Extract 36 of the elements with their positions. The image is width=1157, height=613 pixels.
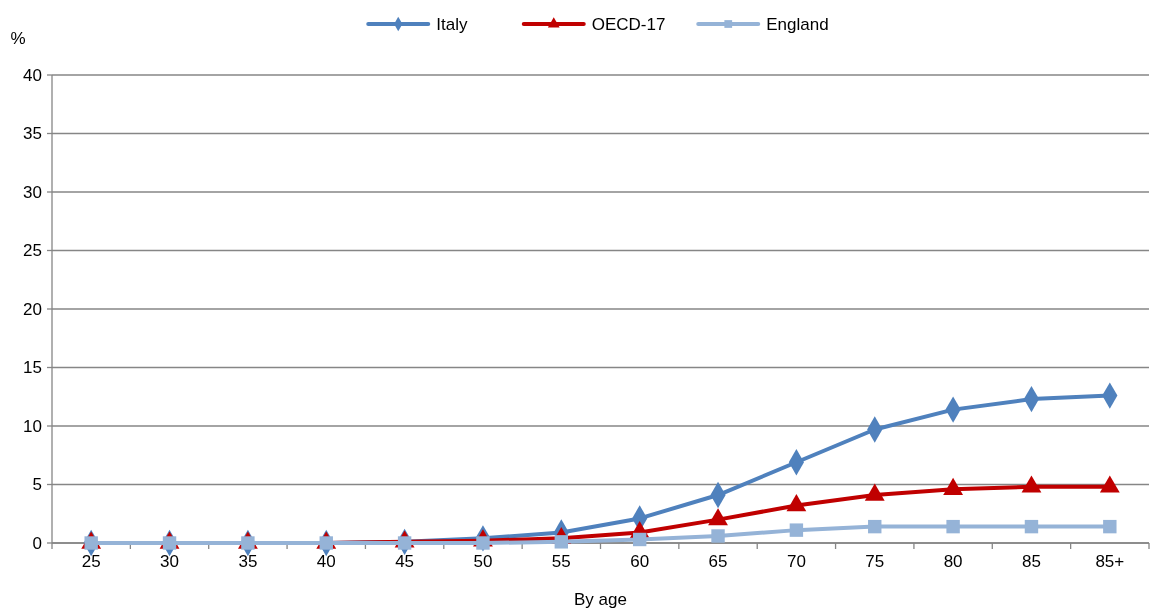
x-tick-label: 85+: [1095, 552, 1125, 571]
point: [554, 535, 569, 549]
x-tick-label: 45: [395, 552, 415, 571]
y-tick-label: 0: [32, 533, 42, 553]
y-tick-label: 10: [23, 416, 42, 436]
x-tick-label: 50: [473, 552, 493, 571]
x-tick-label: 85: [1022, 552, 1041, 571]
point: [1024, 519, 1039, 534]
legend-label: OECD-17: [591, 14, 666, 34]
x-tick-label: 75: [865, 552, 885, 571]
y-tick-label: 5: [32, 475, 42, 495]
point: [868, 519, 882, 534]
y-tick-label: 25: [23, 241, 42, 261]
x-tick-label: 65: [708, 552, 728, 571]
x-tick-label: 70: [786, 552, 806, 571]
y-tick-label: 40: [23, 65, 42, 85]
y-tick-label: 35: [23, 124, 42, 144]
point: [632, 532, 647, 547]
y-tick-label: 20: [23, 299, 42, 319]
point: [789, 523, 804, 537]
y-tick-label: 15: [23, 358, 42, 378]
x-tick-label: 80: [943, 552, 963, 571]
point: [946, 519, 960, 534]
legend-label: England: [766, 14, 829, 34]
x-tick-label: 40: [316, 552, 336, 571]
x-tick-label: 25: [81, 552, 101, 571]
legend-label: Italy: [436, 14, 468, 34]
x-tick-label: 30: [160, 552, 179, 571]
x-axis-title: By age: [574, 590, 627, 609]
x-tick-label: 60: [630, 552, 650, 571]
y-tick-label: 30: [23, 182, 42, 202]
point: [1103, 519, 1117, 534]
x-tick-label: 55: [551, 552, 571, 571]
y-axis-title: %: [10, 29, 26, 48]
point: [711, 529, 725, 543]
x-tick-label: 35: [238, 552, 258, 571]
